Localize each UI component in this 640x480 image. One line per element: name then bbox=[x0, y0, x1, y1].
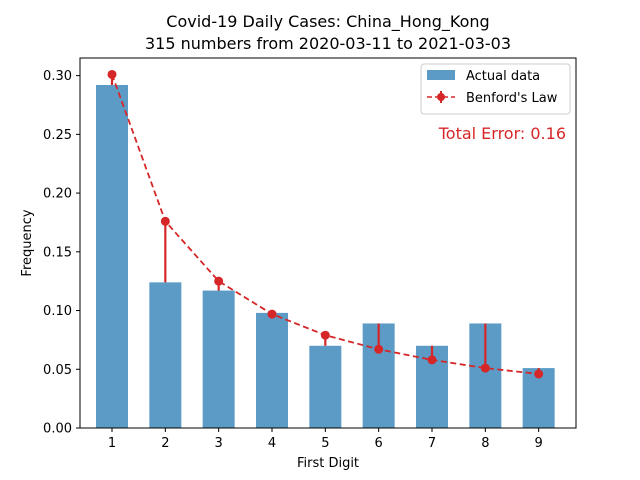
legend-marker-swatch bbox=[437, 93, 445, 101]
x-tick-label: 7 bbox=[428, 436, 436, 451]
x-tick-label: 2 bbox=[161, 436, 169, 451]
x-tick-label: 3 bbox=[215, 436, 223, 451]
y-tick-label: 0.10 bbox=[43, 304, 72, 319]
y-tick-label: 0.05 bbox=[43, 363, 72, 378]
y-axis-label: Frequency bbox=[20, 209, 35, 276]
x-axis-label: First Digit bbox=[297, 456, 359, 471]
benford-point-7 bbox=[427, 355, 437, 365]
benford-point-5 bbox=[320, 330, 330, 340]
y-tick-label: 0.15 bbox=[43, 245, 72, 260]
x-tick-label: 6 bbox=[375, 436, 383, 451]
chart-title: Covid-19 Daily Cases: China_Hong_Kong bbox=[166, 12, 489, 32]
benford-point-8 bbox=[480, 363, 490, 373]
bar-2 bbox=[149, 282, 182, 428]
y-tick-label: 0.25 bbox=[43, 128, 72, 143]
legend-benford-label: Benford's Law bbox=[466, 91, 558, 106]
benford-series bbox=[107, 69, 544, 379]
benford-point-9 bbox=[534, 369, 544, 379]
benford-point-4 bbox=[267, 309, 277, 319]
x-tick-label: 5 bbox=[321, 436, 329, 451]
y-axis-ticks: 0.00 0.05 0.10 0.15 0.20 0.25 0.30 bbox=[43, 69, 80, 437]
x-tick-label: 8 bbox=[481, 436, 489, 451]
total-error-annotation: Total Error: 0.16 bbox=[438, 124, 566, 143]
bar-1 bbox=[96, 85, 128, 429]
benford-point-1 bbox=[107, 69, 117, 79]
bar-3 bbox=[202, 290, 235, 428]
chart-subtitle: 315 numbers from 2020-03-11 to 2021-03-0… bbox=[145, 34, 511, 53]
benford-point-6 bbox=[374, 344, 384, 354]
benford-point-3 bbox=[214, 276, 224, 286]
y-tick-label: 0.20 bbox=[43, 187, 72, 202]
x-tick-label: 4 bbox=[268, 436, 276, 451]
bar-5 bbox=[309, 345, 342, 428]
legend-actual-label: Actual data bbox=[466, 69, 540, 84]
legend-bar-swatch bbox=[427, 70, 455, 80]
legend: Actual data Benford's Law bbox=[420, 63, 571, 115]
plot-frame bbox=[79, 57, 577, 429]
x-tick-label: 1 bbox=[108, 436, 116, 451]
x-tick-label: 9 bbox=[535, 436, 543, 451]
y-tick-label: 0.30 bbox=[43, 69, 72, 84]
bar-4 bbox=[256, 312, 288, 428]
benford-point-2 bbox=[160, 216, 170, 226]
bar-series bbox=[96, 85, 555, 429]
y-tick-label: 0.00 bbox=[43, 422, 72, 437]
legend-box bbox=[420, 63, 571, 115]
x-axis-ticks: 1 2 3 4 5 6 7 8 9 bbox=[108, 428, 543, 451]
